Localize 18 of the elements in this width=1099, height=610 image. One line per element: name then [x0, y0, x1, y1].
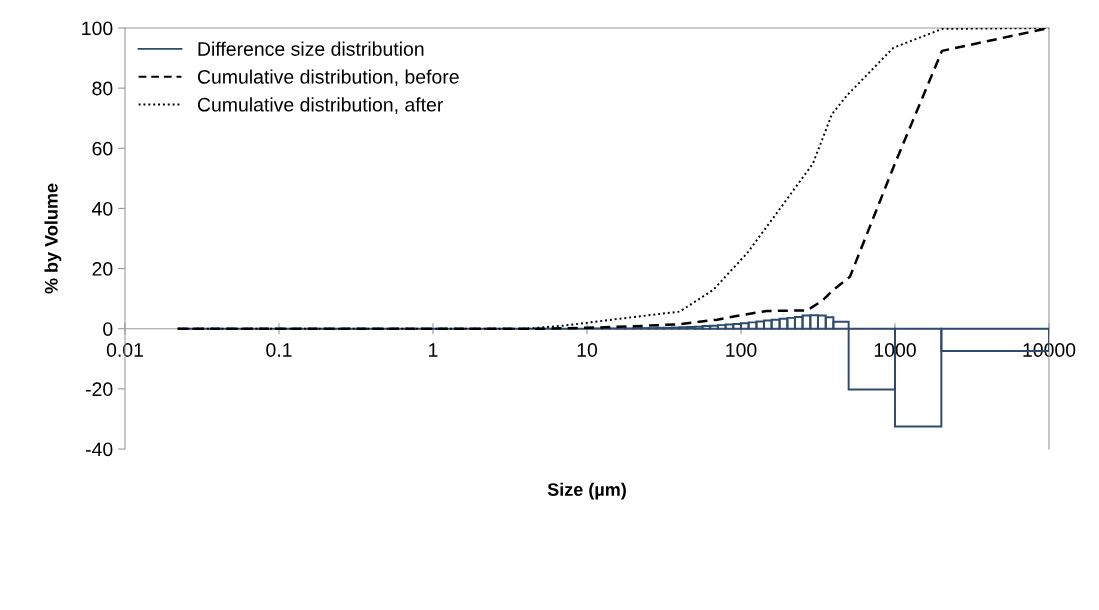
x-tick-label: 1 [429, 343, 438, 357]
y-tick-label: 60 [92, 141, 113, 156]
legend-label: Difference size distribution [198, 41, 424, 56]
legend-label: Cumulative distribution, after [197, 97, 444, 114]
x-tick-label: 100 [726, 343, 757, 357]
y-tick-label: 40 [92, 201, 113, 216]
x-tick-label: 0.1 [266, 343, 292, 357]
legend-label: Cumulative distribution, before [197, 69, 459, 87]
x-tick-label: 10 [577, 343, 598, 357]
y-tick-label: -20 [85, 382, 113, 397]
y-axis-title: % by Volume [44, 183, 62, 294]
x-axis-title: Size (µm) [547, 482, 626, 500]
y-tick-label: 0 [103, 322, 113, 336]
y-tick-label: 100 [82, 21, 113, 36]
x-tick-label: 0.01 [106, 343, 143, 357]
y-tick-label: -40 [85, 442, 113, 457]
y-tick-label: 80 [92, 81, 113, 96]
y-tick-label: 20 [92, 262, 113, 276]
